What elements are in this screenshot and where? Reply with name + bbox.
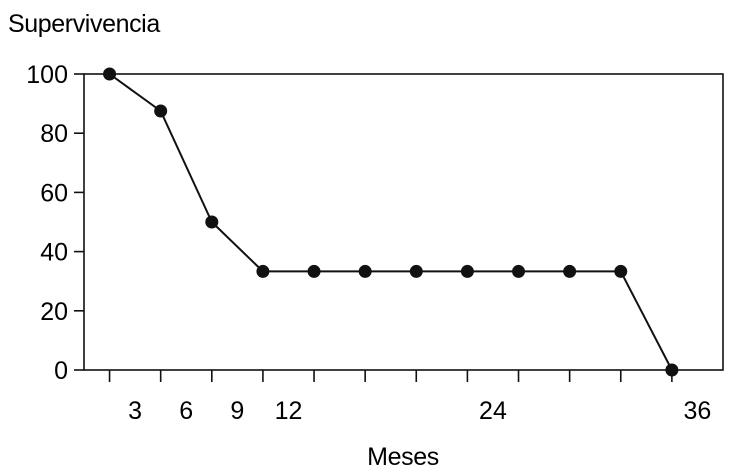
y-tick-label: 60 (40, 179, 68, 207)
data-point (409, 264, 423, 278)
series-line (108, 73, 673, 371)
x-tick-label: 6 (179, 397, 193, 425)
data-point (154, 104, 168, 118)
data-point (358, 264, 372, 278)
x-tick-label: 3 (128, 397, 142, 425)
y-axis-label: Supervivencia (8, 10, 160, 38)
x-tick-label: 24 (479, 397, 507, 425)
data-point (307, 264, 321, 278)
y-tick-label: 80 (40, 120, 68, 148)
data-point (563, 264, 577, 278)
y-tick-label: 0 (54, 357, 68, 385)
x-tick-label: 36 (684, 397, 712, 425)
x-axis-label: Meses (367, 443, 439, 471)
y-tick-label: 20 (40, 298, 68, 326)
x-tick-label: 9 (230, 397, 244, 425)
y-axis: 0 20 40 60 80 100 (26, 61, 84, 385)
data-point (103, 67, 117, 81)
y-tick-label: 100 (26, 61, 68, 89)
data-point (665, 363, 679, 377)
plot-frame (83, 73, 724, 371)
y-tick-label: 40 (40, 239, 68, 267)
data-point (512, 264, 526, 278)
data-point (205, 215, 219, 229)
data-point (614, 264, 628, 278)
x-axis: 3 6 9 12 24 36 (108, 370, 712, 425)
series-layer (103, 67, 679, 377)
x-tick-label: 12 (275, 397, 303, 425)
data-point (460, 264, 474, 278)
data-point (256, 264, 270, 278)
